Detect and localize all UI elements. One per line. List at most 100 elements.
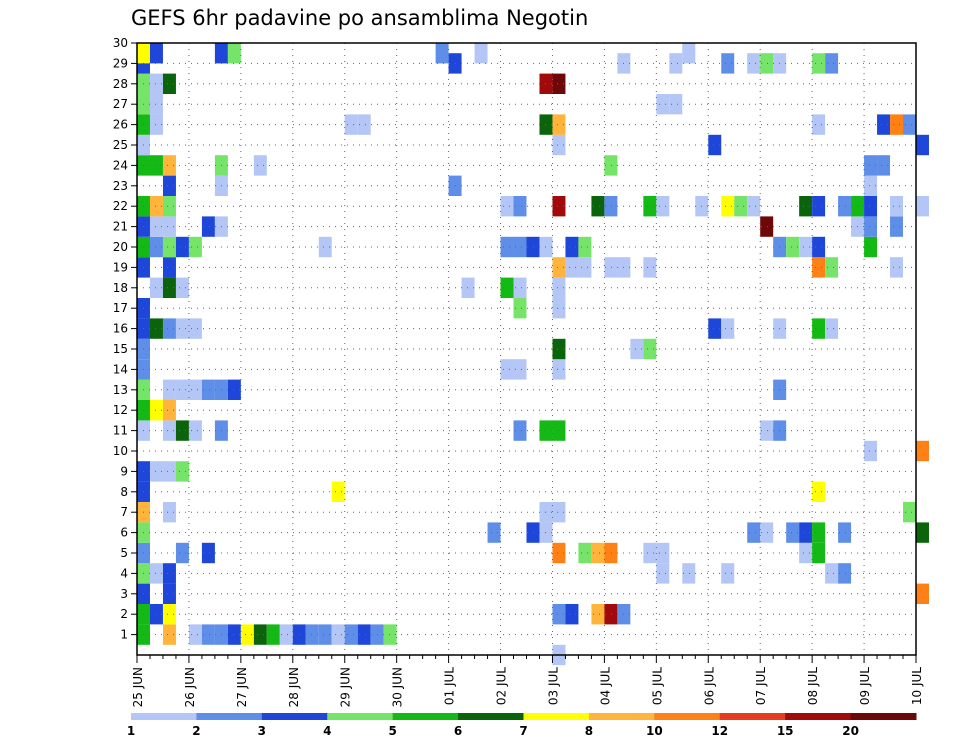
heatmap-cell — [812, 481, 826, 502]
heatmap-cell — [890, 114, 904, 135]
heatmap-cell — [864, 216, 878, 237]
x-tick-label: 02 JUL — [495, 667, 509, 705]
heatmap-cell — [747, 53, 761, 74]
heatmap-cell — [812, 53, 826, 74]
heatmap-cell — [838, 522, 852, 543]
heatmap-cell — [552, 298, 566, 319]
colorbar-segment — [523, 713, 590, 720]
heatmap-cell — [552, 502, 566, 523]
heatmap-cell — [162, 155, 176, 176]
heatmap-cell — [838, 563, 852, 584]
x-tick-label: 04 JUL — [598, 667, 612, 705]
chart-title: GEFS 6hr padavine po ansamblima Negotin — [131, 6, 588, 30]
colorbar-segment — [588, 713, 655, 720]
heatmap-cell — [721, 563, 735, 584]
colorbar-segment — [327, 713, 394, 720]
colorbar-label: 4 — [323, 724, 331, 738]
heatmap-cell — [149, 94, 163, 115]
heatmap-cell — [188, 624, 202, 645]
y-tick-label: 13 — [113, 383, 128, 397]
y-tick-label: 15 — [113, 342, 128, 356]
heatmap-cell — [500, 277, 514, 298]
heatmap-cell — [552, 542, 566, 564]
x-tick-label: 28 JUN — [287, 667, 301, 707]
heatmap-cell — [149, 604, 163, 625]
heatmap-cell — [864, 175, 878, 196]
heatmap-cell — [201, 379, 215, 400]
heatmap-cell — [162, 236, 176, 258]
y-tick-label: 2 — [120, 607, 128, 621]
x-tick-label: 27 JUN — [235, 667, 249, 707]
heatmap-cell — [916, 196, 929, 217]
y-tick-label: 7 — [120, 505, 128, 519]
x-tick-label: 10 JUL — [910, 667, 924, 705]
y-tick-label: 20 — [113, 240, 128, 254]
y-tick-label: 22 — [113, 199, 128, 213]
heatmap-cell — [162, 420, 176, 441]
heatmap-cell — [916, 583, 929, 604]
x-axis: 25 JUN 26 JUN 27 JUN 28 JUN 29 JUN 30 JUN 01 J… — [131, 655, 924, 707]
y-tick-label: 3 — [120, 587, 128, 601]
y-tick-label: 12 — [113, 403, 128, 417]
heatmap-cell — [799, 542, 813, 564]
heatmap-cell — [682, 563, 696, 584]
heatmap-cell — [643, 196, 657, 217]
y-tick-label: 16 — [113, 322, 128, 336]
heatmap-cell — [643, 542, 657, 564]
heatmap-cell — [162, 216, 176, 237]
heatmap-cell — [838, 196, 852, 217]
y-tick-label: 11 — [113, 424, 128, 438]
heatmap-cell — [162, 583, 176, 604]
heatmap-cell — [500, 196, 514, 217]
heatmap-cell — [149, 461, 163, 482]
heatmap-cell — [890, 196, 904, 217]
heatmap-cell — [812, 257, 826, 278]
heatmap-cell — [175, 236, 189, 258]
heatmap-cell — [162, 624, 176, 645]
heatmap-cell — [487, 522, 501, 543]
x-tick-label: 01 JUL — [443, 667, 457, 705]
heatmap-cell — [266, 624, 280, 645]
heatmap-cell — [526, 522, 540, 543]
heatmap-cell — [604, 604, 618, 625]
heatmap-cell — [760, 420, 774, 441]
y-tick-label: 8 — [120, 485, 128, 499]
heatmap-cell — [578, 542, 592, 564]
colorbar-label: 20 — [842, 724, 859, 738]
heatmap-cell — [799, 196, 813, 217]
heatmap-cell — [825, 563, 839, 584]
heatmap-cell — [318, 624, 332, 645]
heatmap-cell — [137, 43, 150, 64]
heatmap-cell — [552, 134, 566, 156]
heatmap-cell — [760, 53, 774, 74]
heatmap-cell — [630, 338, 644, 360]
y-tick-label: 14 — [113, 362, 128, 376]
heatmap-cell — [331, 481, 345, 502]
heatmap-cell — [162, 400, 176, 421]
heatmap-cell — [747, 522, 761, 543]
colorbar-label: 12 — [711, 724, 728, 738]
heatmap-cell — [747, 196, 761, 217]
heatmap-cell — [305, 624, 319, 645]
heatmap-cell — [604, 155, 618, 176]
colorbar-segment — [458, 713, 524, 720]
heatmap-cell — [656, 542, 670, 564]
heatmap-cell — [149, 114, 163, 135]
heatmap-cell — [162, 604, 176, 625]
heatmap-cell — [344, 624, 358, 645]
y-tick-label: 5 — [120, 546, 128, 560]
heatmap-cell — [734, 196, 748, 217]
heatmap-cell — [162, 277, 176, 298]
heatmap-cell — [552, 73, 566, 94]
heatmap-cell — [786, 236, 800, 258]
heatmap-cell — [162, 196, 176, 217]
heatmap-cell — [721, 318, 735, 339]
heatmap-cell — [799, 236, 813, 258]
colorbar-label: 7 — [519, 724, 527, 738]
y-tick-label: 6 — [120, 526, 128, 540]
heatmap-cell — [903, 502, 916, 523]
colorbar-legend: 1 2 3 4 5 6 7 8 10 12 15 20 — [127, 713, 917, 738]
heatmap-cell — [591, 196, 605, 217]
colorbar-segment — [654, 713, 721, 720]
